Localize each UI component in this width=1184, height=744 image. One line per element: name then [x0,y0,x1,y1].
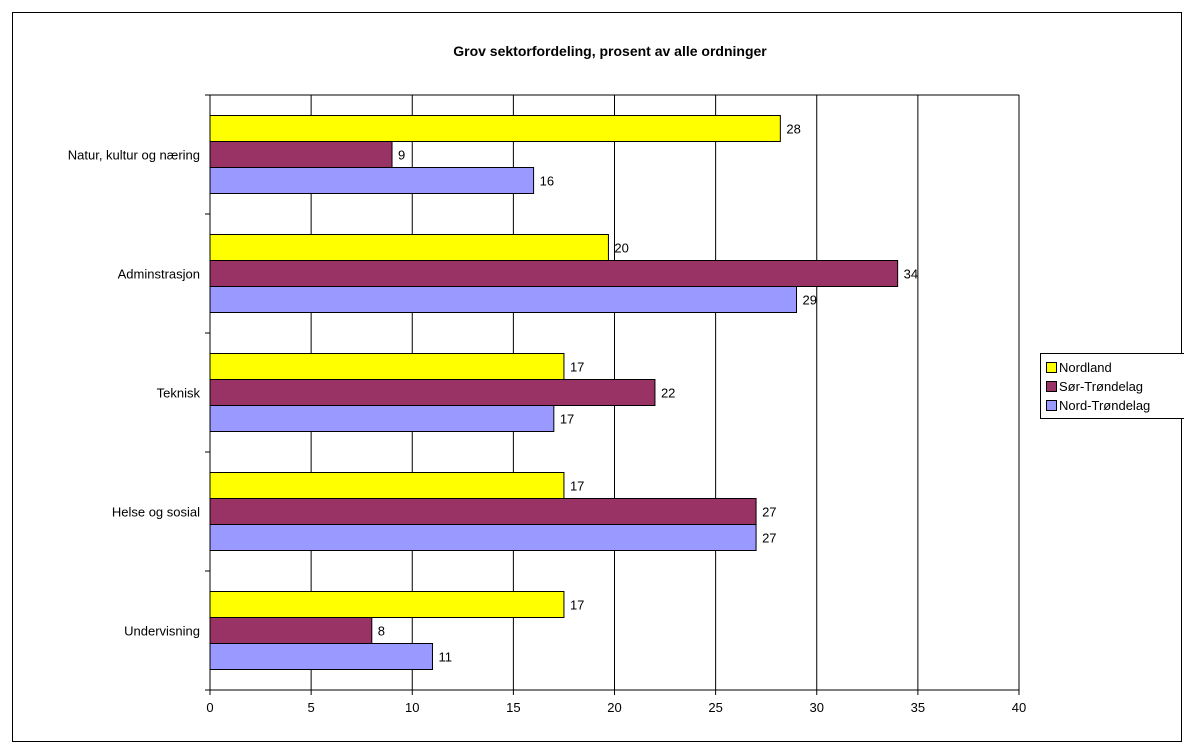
data-label: 22 [661,386,675,401]
x-tick-label: 0 [206,700,213,715]
bar [209,260,899,287]
category-label: Helse og sosial [112,505,200,520]
data-label: 17 [560,412,574,427]
bar [209,498,757,525]
bar [209,379,656,406]
legend-item: Nordland [1046,358,1184,377]
data-label: 27 [762,531,776,546]
data-label: 34 [904,267,918,282]
bar [209,286,798,313]
x-tick-label: 40 [1012,700,1026,715]
legend-swatch [1046,381,1057,392]
bar [209,405,555,432]
x-tick-label: 25 [708,700,722,715]
data-label: 28 [786,122,800,137]
x-tick-label: 30 [810,700,824,715]
data-label: 17 [570,360,584,375]
bar [209,115,781,142]
legend-label: Nordland [1059,360,1112,375]
bar [209,234,609,261]
data-label: 11 [438,650,452,665]
plot-area: 0 5 10 15 20 25 30 35 40 Natur, kultur og næring 2… [68,94,1026,715]
legend-swatch [1046,362,1057,373]
bar [209,472,565,499]
data-label: 20 [614,241,628,256]
x-tick-label: 35 [911,700,925,715]
x-tick-label: 5 [308,700,315,715]
data-label: 17 [570,598,584,613]
legend-swatch [1046,400,1057,411]
category-label: Natur, kultur og næring [68,148,200,163]
data-label: 16 [540,174,554,189]
bar [209,353,565,380]
x-tick-label: 20 [607,700,621,715]
data-label: 17 [570,479,584,494]
bar [209,591,565,618]
category-label: Adminstrasjon [118,267,200,282]
category-label: Undervisning [124,624,200,639]
legend-item: Sør-Trøndelag [1046,377,1184,396]
x-tick-label: 15 [506,700,520,715]
bar [209,643,433,670]
legend: Nordland Sør-Trøndelag Nord-Trøndelag [1040,353,1184,419]
legend-label: Sør-Trøndelag [1059,379,1144,394]
legend-label: Nord-Trøndelag [1059,398,1151,413]
x-tick-label: 10 [405,700,419,715]
legend-item: Nord-Trøndelag [1046,396,1184,415]
data-label: 29 [803,293,817,308]
data-label: 27 [762,505,776,520]
bar [209,167,535,194]
bar [209,141,393,168]
bar [209,617,373,644]
data-label: 9 [398,148,405,163]
category-label: Teknisk [157,386,201,401]
data-label: 8 [378,624,385,639]
chart-title: Grov sektorfordeling, prosent av alle or… [453,43,767,59]
bar [209,524,757,551]
